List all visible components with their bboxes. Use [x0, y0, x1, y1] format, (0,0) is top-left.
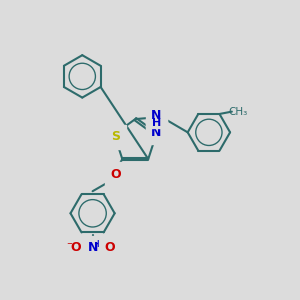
Text: N: N	[87, 241, 98, 254]
Text: +: +	[94, 239, 103, 249]
Text: ⁻: ⁻	[67, 241, 73, 251]
Text: O: O	[104, 241, 115, 254]
Text: O: O	[110, 168, 121, 181]
Text: H: H	[152, 118, 161, 128]
Text: N: N	[151, 109, 162, 122]
Text: N: N	[151, 126, 161, 139]
Text: CH₃: CH₃	[229, 106, 248, 117]
Text: S: S	[111, 130, 120, 143]
Text: O: O	[70, 241, 81, 254]
